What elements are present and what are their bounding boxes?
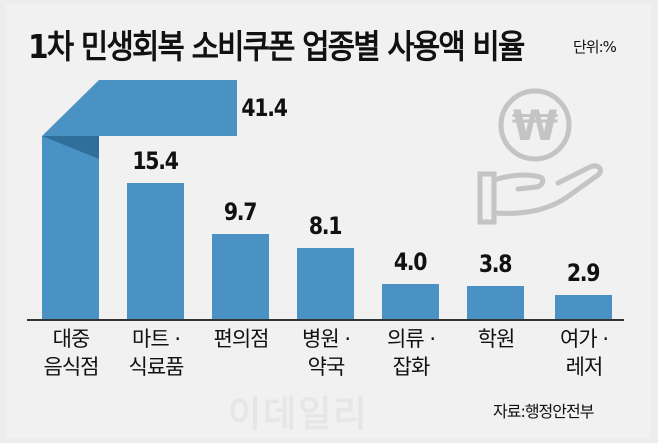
category-label-6: 여가 · 레저 [560,327,609,379]
value-label-0: 41.4 [241,94,288,122]
chart-title: 1차 민생회복 소비쿠폰 업종별 사용액 비율 [28,27,525,66]
unit-label: 단위:% [573,38,617,56]
value-label-3: 8.1 [308,212,343,240]
source-note: 자료:행정안전부 [493,402,594,421]
value-label-6: 2.9 [566,259,601,287]
category-label-3: 병원 · 약국 [302,327,351,379]
won-coin-in-hand-icon: ₩ [477,88,603,225]
bar-4 [382,284,439,319]
value-label-4: 4.0 [393,248,428,276]
x-axis-line [27,319,624,321]
category-label-5: 학원 [477,327,516,351]
watermark: 이데일리 [228,394,369,435]
category-label-2: 편의점 [213,327,270,351]
bar-1 [127,183,184,319]
bar-folded-restaurants [42,80,237,319]
bar-3 [297,248,354,319]
value-label-5: 3.8 [478,250,513,278]
category-label-0: 대중 음식점 [43,327,100,379]
bar-5 [467,286,524,319]
value-label-2: 9.7 [223,198,258,226]
bar-2 [212,234,269,319]
chart-panel [6,4,651,438]
svg-text:₩: ₩ [512,101,558,150]
category-label-1: 마트 · 식료품 [128,327,185,379]
value-label-1: 15.4 [132,147,179,175]
bar-6 [555,295,612,319]
category-label-4: 의류 · 잡화 [387,327,436,379]
